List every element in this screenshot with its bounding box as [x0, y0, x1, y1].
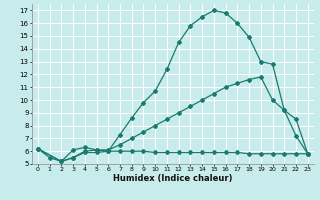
- X-axis label: Humidex (Indice chaleur): Humidex (Indice chaleur): [113, 174, 233, 183]
